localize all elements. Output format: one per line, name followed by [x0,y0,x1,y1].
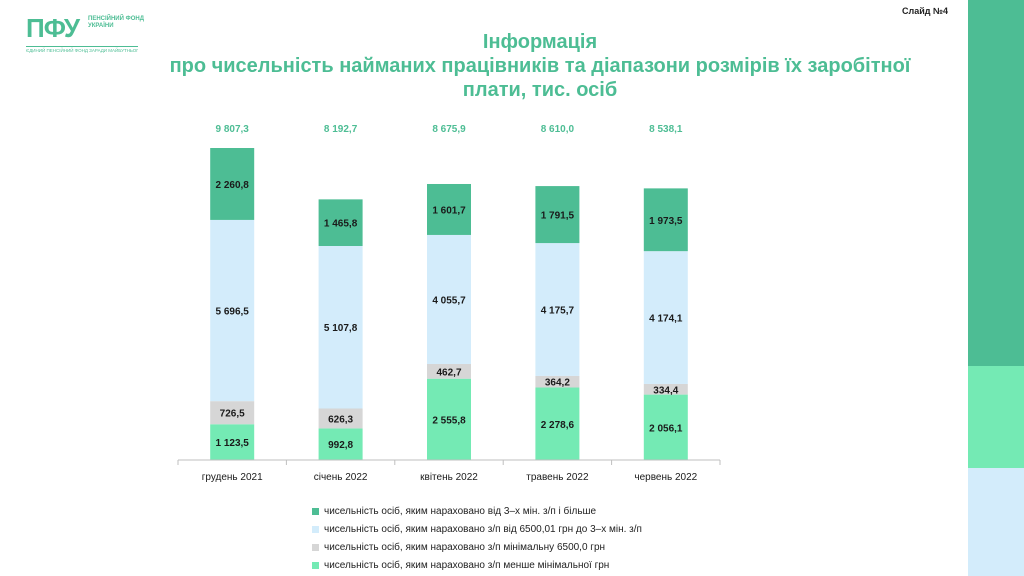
bar-segment-0 [643,394,688,460]
bar-segment-3 [318,199,363,246]
slide-number: Слайд №4 [901,6,948,16]
x-tick-label: грудень 2021 [202,472,263,483]
bar-segment-3 [643,188,688,252]
legend-swatch [312,525,319,533]
title-line-2: про чисельність найманих працівників та … [169,55,911,101]
data-label: 4 175,7 [541,306,575,317]
bar-segment-0 [535,387,580,460]
legend-swatch [312,543,319,551]
data-label: 2 260,8 [216,180,250,191]
bar-segment-3 [210,148,255,220]
bar-segment-3 [535,186,580,244]
legend-label: чисельність осіб, яким нараховано від 3–… [324,505,597,517]
data-label: 1 123,5 [216,438,250,449]
data-label: 2 056,1 [649,423,683,434]
bar-segment-3 [427,183,471,235]
logo-tagline: ЄДИНИЙ ПЕНСІЙНИЙ ФОНД ЗАРАДИ МАЙБУТНЬОГО [26,46,138,53]
data-label: 2 555,8 [432,415,466,426]
bar-segment-1 [427,363,471,379]
decor-stripe-middle [968,366,1024,468]
legend-label: чисельність осіб, яким нараховано з/п ві… [324,523,642,535]
data-label: 1 601,7 [432,205,466,216]
data-label: 364,2 [545,378,570,389]
legend-label: чисельність осіб, яким нараховано з/п ме… [324,559,610,571]
data-label: 626,3 [328,414,353,425]
data-label: 1 791,5 [541,211,575,222]
bar-segment-2 [427,234,471,364]
total-label: 8 538,1 [649,124,683,135]
x-tick-label: квітень 2022 [420,472,478,483]
bar-segment-1 [643,383,688,395]
bar-segment-2 [318,245,363,409]
decor-stripe-top [968,0,1024,366]
data-label: 4 055,7 [432,295,466,306]
bar-segment-2 [535,243,580,376]
data-label: 1 465,8 [324,219,358,230]
bar-segment-2 [210,219,255,402]
data-label: 1 973,5 [649,216,683,227]
legend-swatch [312,507,319,515]
total-label: 8 675,9 [432,124,466,135]
bar-segment-0 [210,424,255,460]
x-tick-label: червень 2022 [634,472,697,483]
legend-label: чисельність осіб, яким нараховано з/п мі… [324,541,606,553]
legend-swatch [312,561,319,569]
data-label: 992,8 [328,440,353,451]
bar-segment-0 [427,378,471,460]
legend-item: чисельність осіб, яким нараховано з/п ві… [312,520,732,538]
logo-mark: ПФУ [26,13,80,43]
total-label: 8 192,7 [324,124,358,135]
chart-legend: чисельність осіб, яким нараховано від 3–… [312,502,732,574]
chart-title: Інформація про чисельність найманих прац… [140,30,940,102]
data-label: 5 696,5 [216,307,250,318]
total-label: 9 807,3 [216,124,250,135]
x-tick-label: травень 2022 [526,472,589,483]
data-label: 462,7 [436,367,461,378]
title-line-1: Інформація [482,31,598,53]
pfu-logo: ПФУ ПЕНСІЙНИЙ ФОНД УКРАЇНИ ЄДИНИЙ ПЕНСІЙ… [26,13,144,54]
x-tick-label: січень 2022 [314,472,368,483]
data-label: 726,5 [220,409,245,420]
legend-item: чисельність осіб, яким нараховано з/п ме… [312,556,732,574]
bar-segment-1 [318,408,363,429]
bar-segment-2 [643,251,688,384]
legend-item: чисельність осіб, яким нараховано від 3–… [312,502,732,520]
data-label: 4 174,1 [649,314,683,325]
decor-stripe-bottom [968,468,1024,576]
bar-segment-0 [318,428,363,460]
data-label: 334,4 [653,385,678,396]
stacked-bar-chart: 1 123,5 726,5 5 696,5 2 260,8 9 807,3 грудень… [177,124,721,483]
data-label: 5 107,8 [324,323,358,334]
data-label: 2 278,6 [541,420,575,431]
bar-segment-1 [535,375,580,388]
total-label: 8 610,0 [541,124,575,135]
legend-item: чисельність осіб, яким нараховано з/п мі… [312,538,732,556]
logo-text: ПЕНСІЙНИЙ ФОНД УКРАЇНИ [88,16,144,29]
bar-segment-1 [210,401,255,425]
